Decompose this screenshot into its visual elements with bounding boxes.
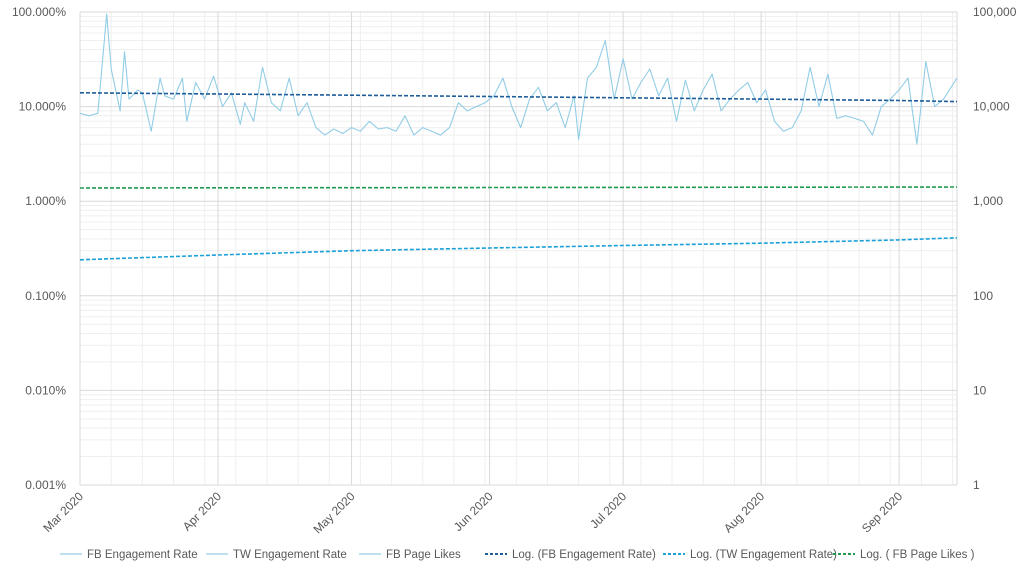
minor-gridlines: [80, 12, 957, 485]
legend-label-1: TW Engagement Rate: [233, 549, 347, 561]
x-tick-label: Mar 2020: [40, 489, 86, 535]
legend-label-2: FB Page Likes: [386, 549, 461, 561]
major-gridlines: [79, 11, 958, 486]
legend-label-4: Log. (TW Engagement Rate): [690, 549, 837, 561]
legend-label-0: FB Engagement Rate: [87, 549, 198, 561]
right-tick-label: 1: [973, 478, 980, 492]
x-tick-label: Jun 2020: [451, 489, 496, 534]
right-tick-label: 100: [973, 289, 993, 303]
x-tick-label: May 2020: [311, 489, 358, 536]
series-line-5: [79, 186, 958, 189]
legend-label-5: Log. ( FB Page Likes ): [860, 549, 975, 561]
right-tick-label: 100,000: [973, 5, 1017, 19]
right-tick-label: 10: [973, 383, 987, 397]
x-tick-label: Sep 2020: [859, 489, 905, 535]
x-tick-label: Apr 2020: [180, 489, 225, 534]
left-axis: 100.000% 10.000% 1.000% 0.100% 0.010% 0.001%: [12, 5, 66, 492]
left-tick-label: 1.000%: [25, 194, 66, 208]
left-tick-label: 0.001%: [25, 478, 66, 492]
right-axis: 100,000 10,000 1,000 100 10 1: [973, 5, 1017, 492]
legend-label-3: Log. (FB Engagement Rate): [512, 549, 656, 561]
right-tick-label: 10,000: [973, 100, 1010, 114]
series-line-4: [79, 237, 958, 261]
legend: FB Engagement Rate TW Engagement Rate FB P…: [60, 549, 975, 561]
left-tick-label: 0.100%: [25, 289, 66, 303]
left-tick-label: 100.000%: [12, 5, 66, 19]
x-tick-label: Aug 2020: [721, 489, 767, 535]
series-layer: [79, 13, 958, 261]
left-tick-label: 10.000%: [19, 100, 67, 114]
series-line-0: [79, 13, 958, 145]
left-tick-label: 0.010%: [25, 383, 66, 397]
series-line-3: [79, 92, 958, 103]
x-axis: Mar 2020 Apr 2020 May 2020 Jun 2020 Jul 2020…: [40, 489, 905, 536]
right-tick-label: 1,000: [973, 194, 1003, 208]
x-tick-label: Jul 2020: [587, 489, 629, 531]
